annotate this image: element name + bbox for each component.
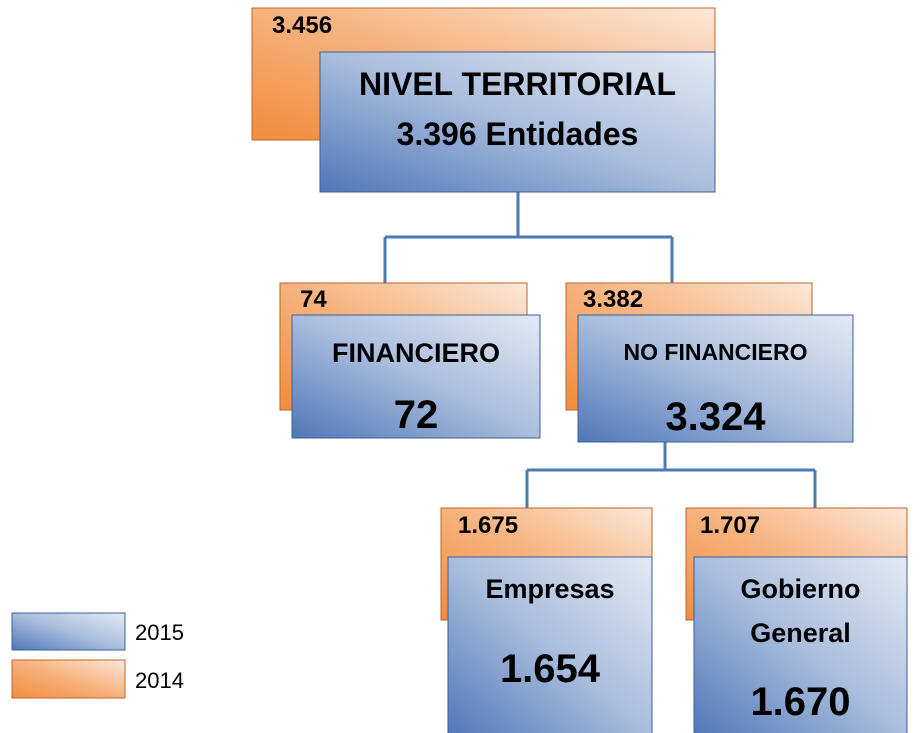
legend-swatch <box>11 659 126 699</box>
node-value: 1.654 <box>500 647 601 691</box>
previous-value: 3.382 <box>583 286 643 313</box>
boxes: 3.456 NIVEL TERRITORIAL 3.396 Entidades 74F… <box>251 7 908 733</box>
node-value: 3.324 <box>665 395 766 439</box>
node-title: NIVEL TERRITORIAL <box>359 66 676 102</box>
legend: 2015 2014 <box>11 612 184 699</box>
current-box <box>291 314 541 439</box>
legend-swatch <box>11 612 126 651</box>
current-box <box>693 556 908 733</box>
previous-value: 3.456 <box>272 12 332 39</box>
current-box <box>319 51 716 193</box>
node-title: General <box>750 618 851 648</box>
node-value: 72 <box>394 393 439 437</box>
previous-value: 74 <box>300 286 327 313</box>
node-value: 1.670 <box>750 680 850 724</box>
node-title: Empresas <box>485 574 614 604</box>
node-title: Gobierno <box>741 574 861 604</box>
node-title: NO FINANCIERO <box>624 339 808 365</box>
legend-label: 2014 <box>135 668 184 693</box>
connector <box>383 192 674 285</box>
previous-value: 1.707 <box>700 512 760 539</box>
node-value: 3.396 Entidades <box>397 116 639 152</box>
connectors <box>383 192 817 508</box>
connector <box>525 442 817 508</box>
current-box <box>447 556 653 733</box>
current-box <box>577 314 854 443</box>
legend-label: 2015 <box>135 620 184 645</box>
previous-value: 1.675 <box>458 512 518 539</box>
node-title: FINANCIERO <box>332 338 500 368</box>
